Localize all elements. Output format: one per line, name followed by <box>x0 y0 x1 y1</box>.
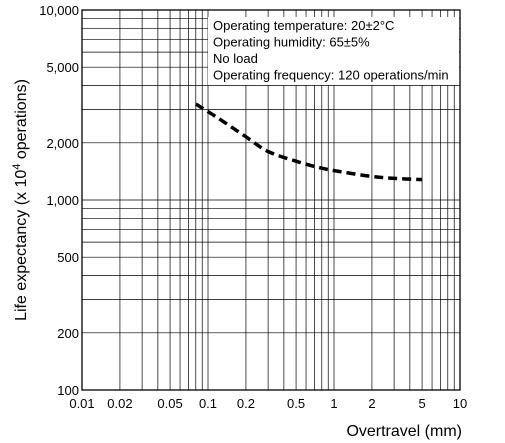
y-tick-label: 5,000 <box>46 60 79 75</box>
conditions-background <box>208 17 459 85</box>
y-axis-title-main: Life expectancy (x 10 <box>13 170 30 321</box>
y-axis-title-suffix: operations) <box>13 79 30 164</box>
y-tick-label: 2,000 <box>46 136 79 151</box>
x-tick-label: 1 <box>330 396 337 411</box>
life-expectancy-curve <box>194 102 423 182</box>
y-tick-label: 1,000 <box>46 193 79 208</box>
x-tick-label: 2 <box>368 396 375 411</box>
condition-line: Operating frequency: 120 operations/min <box>213 68 449 83</box>
y-axis-title: Life expectancy (x 104 operations) <box>11 79 30 321</box>
x-tick-label: 0.02 <box>107 396 132 411</box>
x-tick-label: 5 <box>418 396 425 411</box>
plot-frame <box>81 9 461 391</box>
y-tick-label: 10,000 <box>39 3 79 18</box>
x-tick-label: 0.2 <box>237 396 255 411</box>
y-axis-title-exponent: 4 <box>11 164 23 170</box>
x-tick-label: 0.1 <box>199 396 217 411</box>
y-tick-label: 100 <box>57 383 79 398</box>
x-tick-label: 10 <box>453 396 467 411</box>
x-axis-title: Overtravel (mm) <box>346 423 462 440</box>
data-series <box>194 102 423 182</box>
condition-line: No load <box>213 51 258 66</box>
x-axis-tick-labels: 0.01 0.02 0.05 0.1 0.2 0.5 1 2 5 10 <box>69 396 467 411</box>
x-tick-label: 0.05 <box>157 396 182 411</box>
test-conditions: Operating temperature: 20±2°C Operating h… <box>208 17 459 85</box>
y-tick-label: 500 <box>57 250 79 265</box>
x-tick-label: 0.5 <box>287 396 305 411</box>
y-axis-tick-labels: 100 200 500 1,000 2,000 5,000 10,000 <box>39 3 79 398</box>
condition-line: Operating temperature: 20±2°C <box>213 18 394 33</box>
y-tick-label: 200 <box>57 326 79 341</box>
condition-line: Operating humidity: 65±5% <box>213 35 370 50</box>
x-tick-label: 0.01 <box>69 396 94 411</box>
